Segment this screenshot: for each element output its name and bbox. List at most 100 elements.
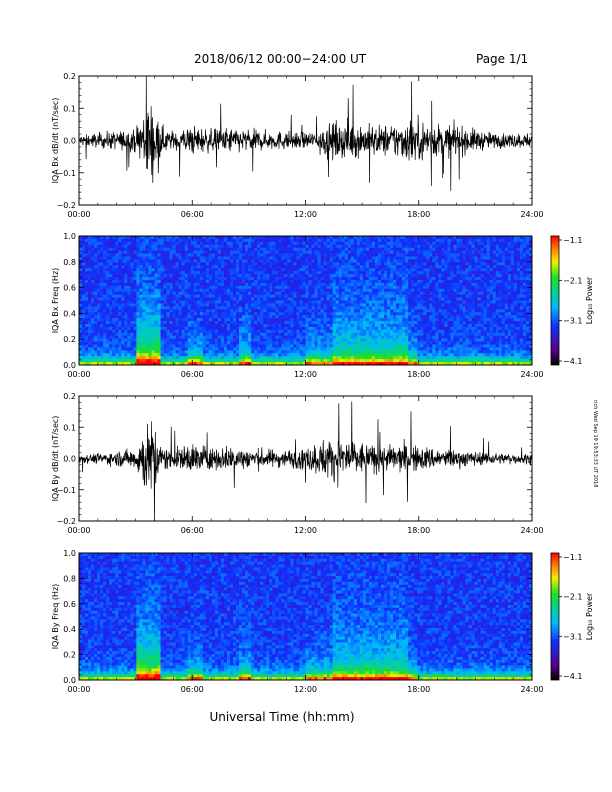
spectrogram-cell: [332, 262, 336, 266]
spectrogram-cell: [121, 309, 125, 313]
spectrogram-cell: [290, 279, 294, 284]
spectrogram-cell: [368, 282, 373, 287]
spectrogram-cell: [293, 236, 297, 240]
spectrogram-cell: [341, 279, 346, 284]
spectrogram-cell: [230, 338, 234, 342]
spectrogram-cell: [353, 244, 358, 249]
spectrogram-cell: [193, 347, 198, 351]
spectrogram-cell: [275, 274, 279, 278]
spectrogram-cell: [214, 265, 219, 269]
spectrogram-cell: [326, 300, 330, 304]
spectrogram-cell: [296, 326, 300, 331]
spectrogram-cell: [323, 277, 327, 281]
spectrogram-cell: [178, 294, 182, 298]
spectrogram-cell: [405, 347, 409, 351]
spectrogram-cell: [88, 338, 92, 342]
spectrogram-cell: [272, 353, 276, 357]
spectrogram-cell: [254, 262, 258, 266]
spectrogram-cell: [314, 236, 318, 240]
spectrogram-cell: [166, 338, 170, 342]
spectrogram-cell: [287, 297, 291, 301]
spectrogram-cell: [402, 332, 406, 336]
spectrogram-cell: [82, 323, 86, 328]
spectrogram-cell: [402, 350, 406, 354]
spectrogram-cell: [103, 341, 107, 345]
spectrogram-cell: [260, 312, 264, 316]
spectrogram-cell: [314, 309, 318, 313]
spectrogram-cell: [136, 321, 140, 325]
spectrogram-cell: [390, 338, 394, 342]
spectrogram-cell: [136, 268, 140, 272]
spectrogram-cell: [205, 274, 210, 278]
spectrogram-cell: [384, 303, 388, 307]
spectrogram-cell: [302, 306, 306, 310]
spectrogram-cell: [226, 359, 231, 363]
spectrogram-cell: [130, 344, 134, 348]
spectrogram-cell: [169, 236, 173, 240]
spectrogram-cell: [314, 247, 318, 251]
spectrogram-cell: [211, 326, 216, 331]
spectrogram-cell: [347, 294, 352, 298]
spectrogram-cell: [266, 353, 270, 357]
spectrogram-cell: [377, 291, 382, 295]
spectrogram-cell: [254, 297, 258, 301]
spectrogram-cell: [181, 332, 185, 336]
spectrogram-cell: [329, 244, 333, 249]
spectrogram-cell: [396, 321, 400, 325]
spectrogram-cell: [356, 294, 361, 298]
spectrogram-cell: [217, 306, 222, 310]
spectrogram-cell: [178, 338, 182, 342]
spectrogram-cell: [136, 285, 140, 290]
spectrogram-cell: [184, 323, 189, 328]
spectrogram-cell: [115, 312, 119, 316]
spectrogram-cell: [199, 341, 204, 345]
spectrogram-cell: [97, 253, 101, 257]
spectrogram-cell: [217, 256, 222, 260]
spectrogram-cell: [299, 297, 303, 301]
spectrogram-cell: [211, 335, 216, 339]
spectrogram-cell: [359, 353, 364, 357]
spectrogram-cell: [124, 236, 128, 240]
spectrogram-cell: [371, 244, 376, 249]
spectrogram-cell: [103, 250, 107, 254]
spectrogram-cell: [359, 279, 364, 284]
spectrogram-cell: [160, 250, 164, 254]
spectrogram-cell: [305, 326, 309, 331]
spectrogram-cell: [82, 329, 86, 334]
spectrogram-cell: [133, 271, 137, 275]
spectrogram-cell: [293, 238, 297, 243]
spectrogram-cell: [91, 247, 95, 251]
spectrogram-cell: [121, 241, 125, 246]
spectrogram-cell: [344, 238, 349, 243]
spectrogram-cell: [284, 271, 288, 275]
spectrogram-cell: [353, 306, 358, 310]
spectrogram-cell: [169, 303, 173, 307]
spectrogram-cell: [384, 277, 388, 281]
spectrogram-cell: [384, 356, 388, 360]
spectrogram-cell: [323, 244, 327, 249]
spectrogram-cell: [356, 238, 361, 243]
spectrogram-cell: [260, 250, 264, 254]
spectrogram-cell: [296, 300, 300, 304]
spectrogram-cell: [323, 347, 327, 351]
spectrogram-cell: [365, 356, 370, 360]
spectrogram-cell: [396, 274, 400, 278]
spectrogram-cell: [157, 332, 161, 336]
spectrogram-cell: [359, 341, 364, 345]
spectrogram-cell: [208, 279, 213, 284]
spectrogram-cell: [109, 323, 113, 328]
spectrogram-cell: [199, 274, 204, 278]
spectrogram-cell: [133, 318, 137, 322]
spectrogram-cell: [97, 321, 101, 325]
spectrogram-cell: [196, 300, 201, 304]
spectrogram-cell: [154, 321, 158, 325]
spectrogram-cell: [79, 247, 83, 251]
spectrogram-cell: [290, 312, 294, 316]
spectrogram-cell: [387, 326, 391, 331]
spectrogram-cell: [374, 353, 379, 357]
spectrogram-cell: [266, 250, 270, 254]
spectrogram-cell: [91, 271, 95, 275]
spectrogram-cell: [275, 303, 279, 307]
spectrogram-cell: [220, 279, 225, 284]
spectrogram-cell: [341, 238, 346, 243]
